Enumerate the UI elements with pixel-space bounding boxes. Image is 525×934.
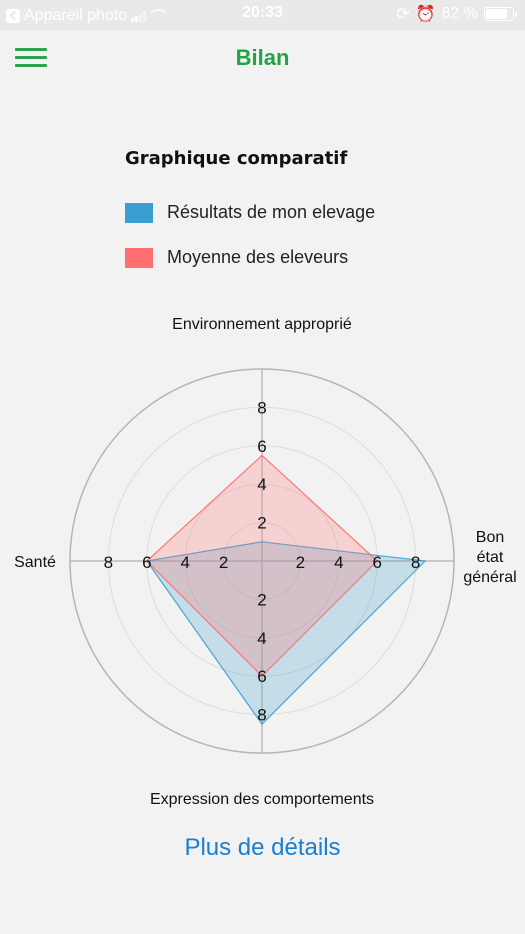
tick-label-axis0-8: 8 [257,398,266,417]
tick-label-axis0-2: 2 [257,514,266,533]
signal-icon [131,10,147,22]
tick-label-axis3-6: 6 [142,553,151,572]
carrier-label: Appareil photo [24,7,128,24]
tick-label-axis3-2: 2 [219,553,228,572]
radar-chart: 2 4 6 8 2 4 6 8 2 4 6 8 2 4 6 8 Environnement approprié B… [14,316,517,808]
status-time: 20:33 [242,4,283,21]
legend-item-mon-elevage: Résultats de mon elevage [125,202,375,223]
tick-label-axis2-4: 4 [257,629,266,648]
tick-label-axis0-4: 4 [257,475,266,494]
legend-swatch-mon-elevage [125,202,153,223]
back-app-icon[interactable] [6,9,20,23]
tick-label-axis1-8: 8 [411,553,420,572]
tick-label-axis1-2: 2 [296,553,305,572]
tick-label-axis2-2: 2 [257,590,266,609]
battery-tip [515,11,517,17]
axis-label-sante: Santé [14,554,56,571]
legend-label-moyenne: Moyenne des eleveurs [167,247,349,267]
tick-label-axis1-6: 6 [372,553,381,572]
axis-label-bon-etat-line-0: Bon [476,529,504,546]
axis-label-bon-etat-line-2: général [463,569,516,586]
page-title: Bilan [235,45,290,70]
rotation-lock-icon: ⟳ [396,6,410,23]
legend-item-moyenne: Moyenne des eleveurs [125,247,348,268]
alarm-icon: ⏰ [415,6,436,23]
tick-label-axis3-8: 8 [104,553,113,572]
axis-label-bon-etat-line-1: état [477,549,504,566]
menu-icon[interactable] [15,48,47,68]
axis-label-expression: Expression des comportements [150,791,374,808]
status-right: ⟳ ⏰ 82 % [396,4,517,24]
legend-swatch-moyenne [125,247,153,268]
tick-label-axis0-6: 6 [257,437,266,456]
chart-title: Graphique comparatif [125,148,348,169]
status-left: Appareil photo ⌒ [6,4,166,28]
tick-label-axis3-4: 4 [180,553,189,572]
details-link[interactable]: Plus de détails [184,834,341,861]
battery-icon [484,7,514,21]
legend-label-mon-elevage: Résultats de mon elevage [167,202,376,222]
tick-label-axis1-4: 4 [334,553,343,572]
tick-label-axis2-6: 6 [257,667,266,686]
wifi-icon: ⌒ [150,10,167,27]
status-bar: Appareil photo ⌒ 20:33 ⟳ ⏰ 82 % [0,0,525,30]
axis-label-environnement: Environnement approprié [172,316,352,333]
battery-percentage: 82 % [441,5,478,22]
tick-label-axis2-8: 8 [257,706,266,725]
